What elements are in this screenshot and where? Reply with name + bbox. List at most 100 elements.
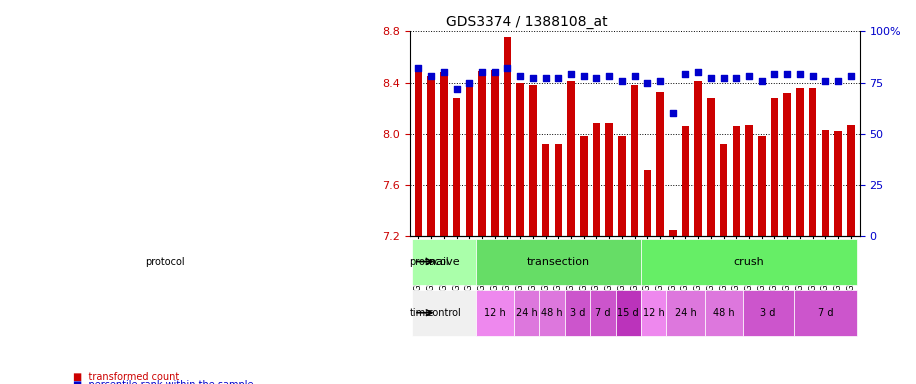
- FancyBboxPatch shape: [641, 238, 857, 285]
- Point: [640, 79, 655, 86]
- Point: [602, 73, 616, 79]
- Point: [615, 78, 629, 84]
- Point: [691, 69, 705, 75]
- Point: [665, 110, 680, 116]
- Text: transection: transection: [527, 257, 590, 266]
- Point: [627, 73, 642, 79]
- Text: 48 h: 48 h: [541, 308, 562, 318]
- Point: [755, 78, 769, 84]
- Point: [424, 73, 439, 79]
- Point: [526, 75, 540, 81]
- Bar: [834, 131, 842, 236]
- Bar: [758, 136, 766, 236]
- Bar: [517, 83, 524, 236]
- Point: [462, 79, 476, 86]
- Point: [780, 71, 794, 78]
- Text: protocol: protocol: [409, 257, 449, 266]
- Text: naive: naive: [429, 257, 459, 266]
- Text: control: control: [427, 308, 461, 318]
- FancyBboxPatch shape: [564, 290, 590, 336]
- Bar: [644, 169, 651, 236]
- Bar: [694, 81, 702, 236]
- Bar: [580, 136, 587, 236]
- Point: [831, 78, 845, 84]
- Point: [653, 78, 668, 84]
- Bar: [682, 126, 689, 236]
- Text: 15 d: 15 d: [617, 308, 639, 318]
- Bar: [783, 93, 791, 236]
- FancyBboxPatch shape: [412, 290, 475, 336]
- Text: GDS3374 / 1388108_at: GDS3374 / 1388108_at: [445, 15, 607, 29]
- Point: [474, 69, 489, 75]
- Text: 12 h: 12 h: [484, 308, 506, 318]
- Point: [742, 73, 757, 79]
- Text: 7 d: 7 d: [595, 308, 611, 318]
- Bar: [746, 125, 753, 236]
- FancyBboxPatch shape: [793, 290, 857, 336]
- Point: [589, 75, 604, 81]
- Bar: [554, 144, 562, 236]
- Bar: [415, 67, 422, 236]
- FancyBboxPatch shape: [667, 290, 704, 336]
- Point: [576, 73, 591, 79]
- Point: [551, 75, 566, 81]
- Bar: [733, 126, 740, 236]
- Text: 3 d: 3 d: [760, 308, 776, 318]
- Text: time: time: [409, 308, 431, 318]
- Bar: [618, 136, 626, 236]
- Bar: [465, 86, 474, 236]
- FancyBboxPatch shape: [616, 290, 641, 336]
- Text: ■  transformed count: ■ transformed count: [73, 372, 180, 382]
- FancyBboxPatch shape: [475, 238, 641, 285]
- Point: [792, 71, 807, 78]
- FancyBboxPatch shape: [475, 290, 514, 336]
- Bar: [720, 144, 727, 236]
- Bar: [669, 230, 677, 236]
- Bar: [656, 91, 664, 236]
- FancyBboxPatch shape: [743, 290, 793, 336]
- Bar: [567, 81, 575, 236]
- Bar: [809, 88, 816, 236]
- Point: [805, 73, 820, 79]
- Point: [729, 75, 744, 81]
- Bar: [605, 124, 613, 236]
- Point: [411, 65, 426, 71]
- Point: [539, 75, 553, 81]
- Point: [563, 71, 578, 78]
- Point: [678, 71, 692, 78]
- FancyBboxPatch shape: [704, 290, 743, 336]
- Point: [487, 69, 502, 75]
- Bar: [428, 76, 435, 236]
- Bar: [491, 70, 498, 236]
- Text: 24 h: 24 h: [516, 308, 538, 318]
- Point: [767, 71, 781, 78]
- FancyBboxPatch shape: [412, 238, 475, 285]
- FancyBboxPatch shape: [514, 290, 540, 336]
- Text: 48 h: 48 h: [713, 308, 735, 318]
- Bar: [847, 125, 855, 236]
- Text: 7 d: 7 d: [818, 308, 833, 318]
- Point: [818, 78, 833, 84]
- Bar: [707, 98, 714, 236]
- Point: [513, 73, 528, 79]
- FancyBboxPatch shape: [540, 290, 564, 336]
- Bar: [796, 88, 803, 236]
- Point: [844, 73, 858, 79]
- Bar: [504, 36, 511, 236]
- Bar: [593, 124, 600, 236]
- Text: 24 h: 24 h: [674, 308, 696, 318]
- Bar: [770, 98, 779, 236]
- Point: [500, 65, 515, 71]
- Bar: [529, 85, 537, 236]
- Bar: [478, 71, 485, 236]
- Text: crush: crush: [734, 257, 765, 266]
- Bar: [631, 85, 638, 236]
- Bar: [822, 130, 829, 236]
- Bar: [453, 98, 461, 236]
- Text: ■  percentile rank within the sample: ■ percentile rank within the sample: [73, 380, 254, 384]
- Bar: [541, 144, 550, 236]
- Point: [437, 69, 452, 75]
- Text: 12 h: 12 h: [643, 308, 665, 318]
- FancyBboxPatch shape: [590, 290, 616, 336]
- FancyBboxPatch shape: [641, 290, 667, 336]
